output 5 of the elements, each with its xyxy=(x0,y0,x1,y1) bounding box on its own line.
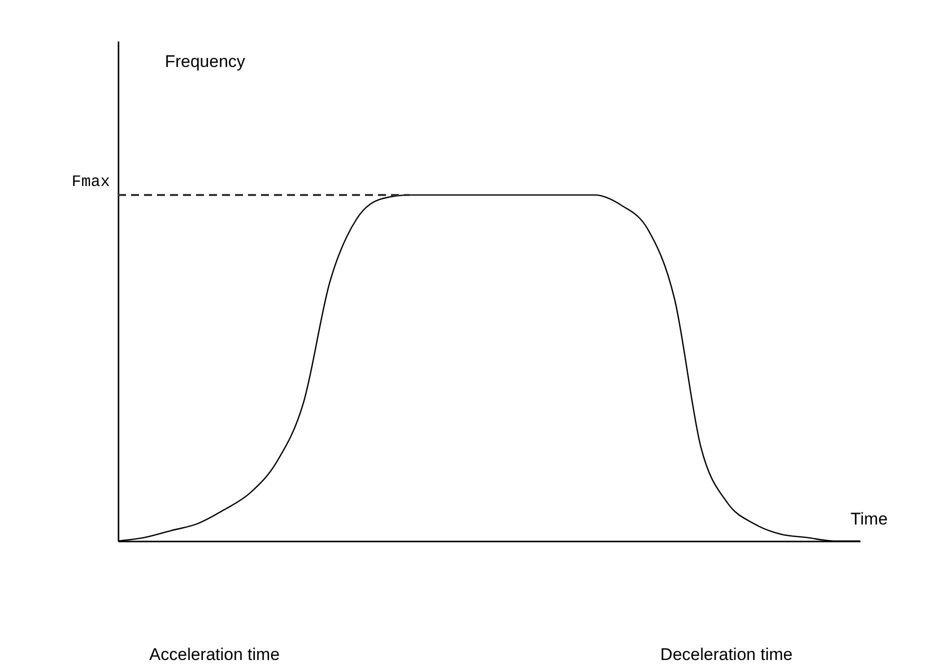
text: Deceleration time xyxy=(660,645,793,664)
text: Frequency xyxy=(164,52,246,71)
text: Acceleration time xyxy=(149,645,280,664)
x-axis-title: Time xyxy=(850,510,888,528)
ref-line-label: Fmax xyxy=(72,172,110,191)
